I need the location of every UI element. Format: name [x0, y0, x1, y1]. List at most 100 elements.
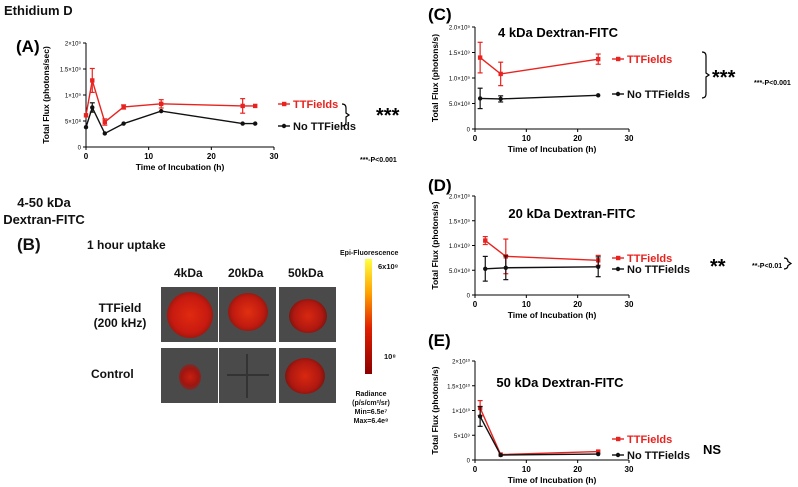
- chart-0-x-label: Time of Incubation (h): [136, 162, 225, 172]
- chart-0-series-1-point: [253, 121, 258, 126]
- chart-1-series-1-point: [498, 96, 503, 102]
- colorbar-title: Epi-Fluorescence: [340, 250, 399, 257]
- chart-2-series-0-point: [483, 238, 488, 243]
- dextran-heading: 4-50 kDa Dextran-FITC: [3, 195, 85, 227]
- chart-1-y-label: Total Flux (photons/s): [430, 34, 440, 122]
- chart-2-y-tick-label: 1.0×10⁹: [449, 243, 471, 250]
- chart-0-series-1-point: [83, 125, 89, 130]
- chart-1-x-tick-label: 30: [625, 134, 634, 143]
- chart-2-legend-label: No TTFields: [627, 264, 690, 276]
- chart-3-legend-marker: [615, 452, 621, 458]
- chart-1-series-1-point: [477, 96, 483, 101]
- chart-3-x-tick-label: 20: [573, 465, 582, 474]
- chart-1-series-1-line: [480, 94, 599, 100]
- chart-0-series-1-point: [90, 105, 95, 110]
- chart-3-y-tick-label: 1.5×10¹⁰: [447, 383, 471, 390]
- chart-0-y-tick-label: 1.5×10⁹: [60, 67, 82, 74]
- chart-0-series-0-point: [159, 101, 164, 107]
- chart-3-significance: NS: [703, 442, 721, 457]
- chart-3-x-label: Time of Incubation (h): [508, 475, 597, 485]
- chart-1-y-tick-label: 2.0×10⁹: [449, 25, 471, 32]
- image-ttfield-50kda: [279, 287, 336, 342]
- chart-3-panel-letter: (E): [428, 331, 451, 350]
- chart-1-bracket: [701, 51, 711, 99]
- chart-1-series-0-line: [479, 57, 599, 75]
- chart-0-y-tick-label: 0: [78, 146, 82, 152]
- row-label-control: Control: [91, 367, 134, 381]
- panel-b-letter: (B): [17, 235, 41, 254]
- col-label-50kda: 50kDa: [288, 266, 324, 280]
- chart-0-x-tick-label: 20: [207, 152, 216, 161]
- chart-0-x-tick-label: 10: [144, 152, 153, 161]
- chart-3-series-1-point: [596, 451, 601, 457]
- chart-1-series-1-point: [596, 93, 601, 98]
- chart-0-series-1-point: [121, 121, 126, 126]
- chart-3-y-tick-label: 0: [467, 459, 471, 465]
- chart-0-series-0-point: [253, 103, 258, 109]
- chart-2-series-1-line: [485, 266, 599, 270]
- row-label-ttfield: TTField (200 kHz): [93, 301, 147, 330]
- image-ttfield-4kda: [161, 287, 218, 342]
- chart-1-x-tick-label: 20: [573, 134, 582, 143]
- chart-0-legend-marker: [281, 123, 287, 129]
- chart-2-series-0-line: [484, 239, 599, 262]
- chart-3-y-tick-label: 2×10¹⁰: [452, 359, 471, 366]
- chart-3-legend-marker: [616, 436, 621, 442]
- chart-2-title: 20 kDa Dextran-FITC: [508, 206, 636, 221]
- chart-0-y-tick-label: 5×10⁸: [65, 119, 82, 126]
- chart-0-series-0-point: [83, 113, 89, 118]
- chart-1-x-tick-label: 10: [522, 134, 531, 143]
- chart-2-significance: **: [710, 256, 726, 278]
- chart-1-y-tick-label: 1.0×10⁹: [449, 76, 471, 83]
- chart-2-x-label: Time of Incubation (h): [508, 310, 597, 320]
- chart-3-series-1-point: [477, 414, 483, 419]
- chart-3-series-0-point: [596, 449, 601, 454]
- chart-1-legend-label: No TTFields: [627, 89, 690, 101]
- chart-1-y-tick-label: 1.5×10⁹: [449, 50, 471, 57]
- chart-2-series-1-point: [483, 266, 488, 271]
- chart-1-series-0-point: [477, 55, 483, 60]
- chart-0-y-tick-label: 2×10⁹: [65, 41, 82, 48]
- chart-1-y-tick-label: 5.0×10⁸: [449, 101, 471, 108]
- chart-0-legend-marker: [282, 101, 287, 107]
- chart-2-x-tick-label: 0: [473, 300, 478, 309]
- chart-2-legend-marker: [616, 255, 621, 261]
- chart-2-y-tick-label: 2.0×10⁹: [449, 194, 471, 201]
- chart-2-bracket: [783, 257, 793, 270]
- chart-3-y-tick-label: 5×10⁹: [454, 433, 471, 440]
- chart-0-series-0-line: [85, 80, 256, 124]
- chart-3-series-1-point: [498, 452, 503, 458]
- chart-3-x-tick-label: 0: [473, 465, 478, 474]
- chart-0-significance: ***: [376, 105, 400, 127]
- chart-0-series-1-point: [102, 131, 108, 136]
- chart-3-legend-label: TTFields: [627, 434, 672, 446]
- chart-0-pvalue: ***-P<0.001: [360, 157, 397, 164]
- chart-0-legend-label: TTFields: [293, 99, 338, 111]
- chart-2-series-1-point: [596, 264, 601, 269]
- chart-0-panel-letter: (A): [16, 37, 40, 56]
- chart-0-series-0-point: [240, 103, 245, 109]
- chart-2-x-tick-label: 10: [522, 300, 531, 309]
- chart-3-x-tick-label: 10: [522, 465, 531, 474]
- colorbar-units: Radiance (p/s/cm²/sr) Min=6.5e⁷ Max=6.4e…: [352, 391, 390, 425]
- col-label-20kda: 20kDa: [228, 266, 264, 280]
- chart-3-title: 50 kDa Dextran-FITC: [496, 375, 624, 390]
- chart-1-significance: ***: [712, 67, 736, 89]
- chart-0-series-0-point: [121, 104, 126, 110]
- chart-0-series-0-point: [90, 78, 95, 83]
- chart-0-x-tick-label: 0: [84, 152, 89, 161]
- image-control-20kda: [219, 348, 276, 403]
- chart-0-y-label: Total Flux (photons/sec): [41, 46, 51, 144]
- chart-2-legend-label: TTFields: [627, 253, 672, 265]
- chart-1-x-label: Time of Incubation (h): [508, 144, 597, 154]
- chart-1-title: 4 kDa Dextran-FITC: [498, 25, 619, 40]
- chart-3-series-0-line: [479, 407, 599, 456]
- chart-3-x-tick-label: 30: [625, 465, 634, 474]
- colorbar-top-label: 6x10⁸: [378, 262, 399, 271]
- chart-2-x-tick-label: 30: [625, 300, 634, 309]
- chart-0-bracket: [341, 103, 351, 127]
- chart-2-y-tick-label: 1.5×10⁹: [449, 218, 471, 225]
- chart-1-legend-label: TTFields: [627, 54, 672, 66]
- chart-1-x-tick-label: 0: [473, 134, 478, 143]
